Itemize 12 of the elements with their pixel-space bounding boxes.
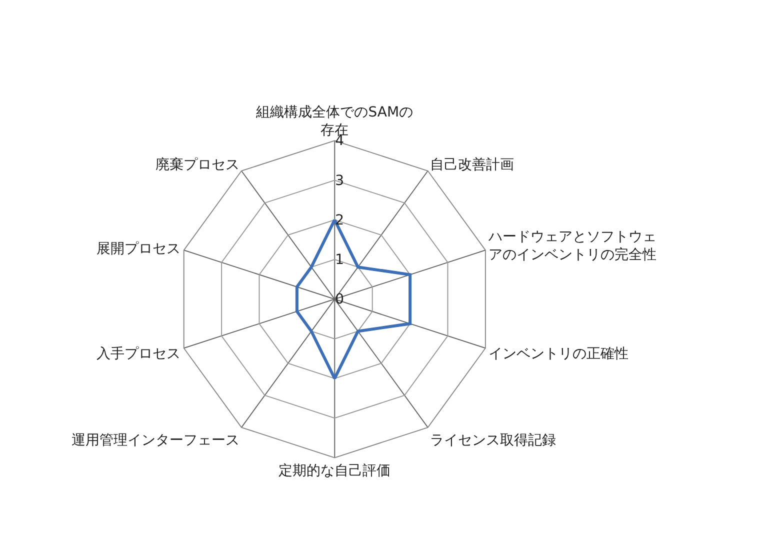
spoke-label: ライセンス取得記録 xyxy=(430,432,556,448)
y-tick-label: 3 xyxy=(335,172,344,189)
spoke-label: 入手プロセス xyxy=(96,346,181,362)
spoke-label: 自己改善計画 xyxy=(430,156,514,173)
y-tick-label: 1 xyxy=(335,252,344,268)
spoke-label: インベントリの正確性 xyxy=(488,346,629,362)
y-tick-label: 2 xyxy=(335,212,344,228)
spoke-label: 運用管理インターフェース xyxy=(72,432,240,448)
spoke-label: 展開プロセス xyxy=(96,240,181,257)
spoke-label: 定期的な自己評価 xyxy=(278,463,391,480)
spoke-label: ハードウェアとソフトウェアのインベントリの完全性 xyxy=(488,229,657,264)
spoke-label: 廃棄プロセス xyxy=(156,156,240,173)
